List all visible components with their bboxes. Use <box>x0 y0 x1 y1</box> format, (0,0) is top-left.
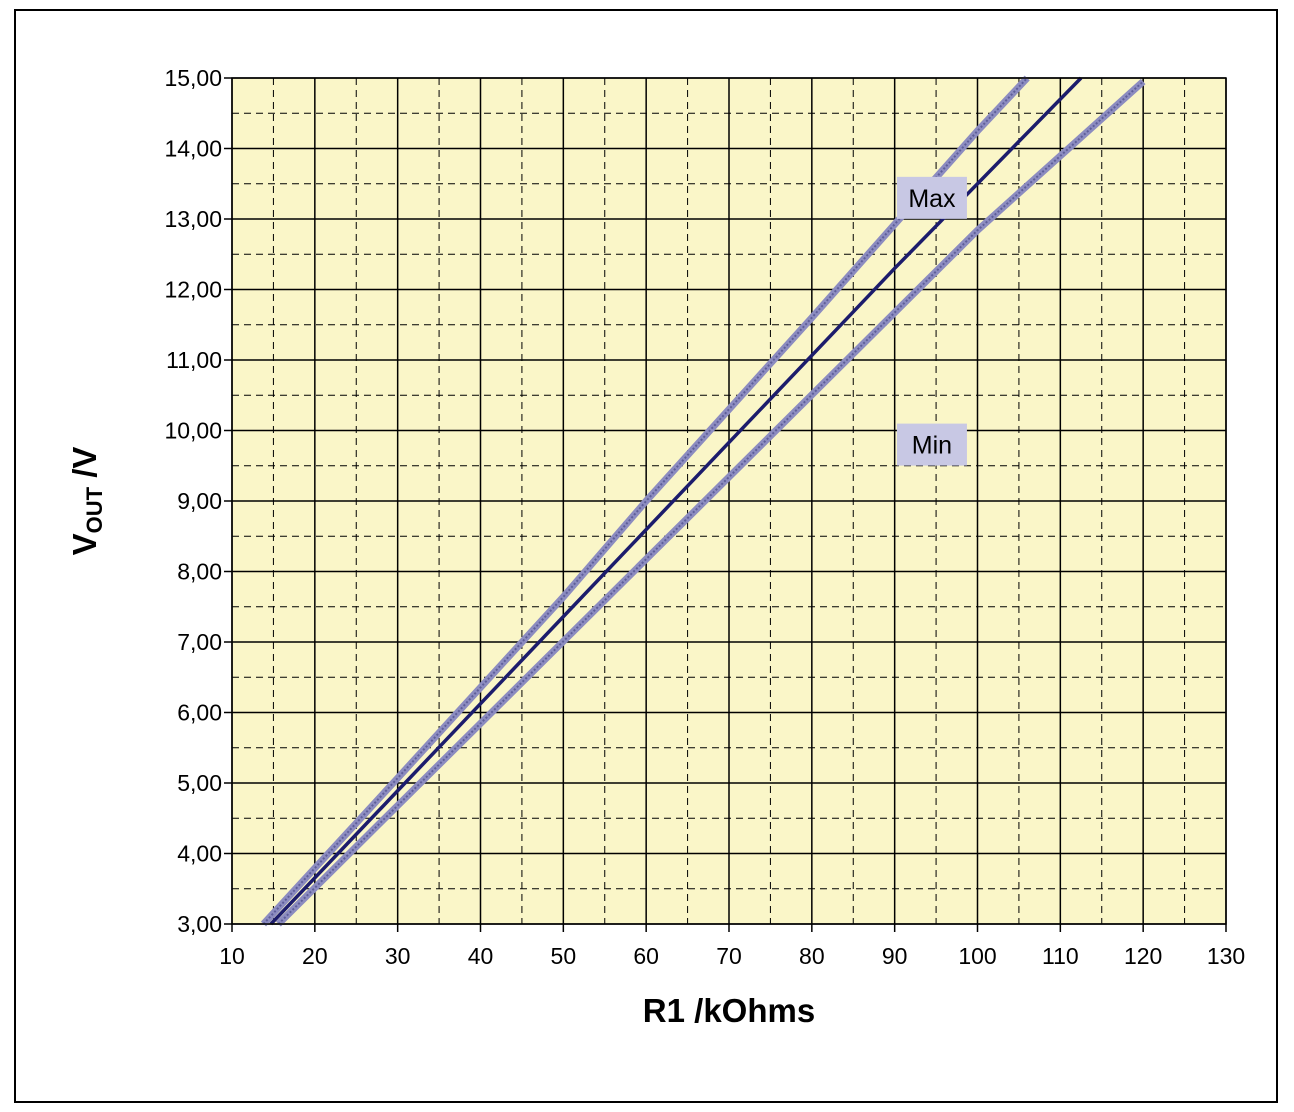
y-tick-label: 13,00 <box>164 206 222 232</box>
y-tick-label: 6,00 <box>177 700 222 726</box>
series-line-typ <box>269 76 1083 926</box>
x-tick-label: 50 <box>551 943 577 969</box>
y-tick-label: 7,00 <box>177 629 222 655</box>
x-tick-label: 100 <box>958 943 996 969</box>
x-tick-label: 30 <box>385 943 411 969</box>
y-tick-label: 5,00 <box>177 770 222 796</box>
y-tick-label: 10,00 <box>164 418 222 444</box>
y-axis-title-subscript: OUT <box>82 486 107 533</box>
x-tick-label: 130 <box>1207 943 1245 969</box>
y-tick-label: 4,00 <box>177 841 222 867</box>
y-tick-label: 8,00 <box>177 559 222 585</box>
annotation-label-max: Max <box>908 185 956 213</box>
y-axis-title-main: V <box>66 533 103 555</box>
annotation-box <box>896 176 967 219</box>
x-tick-label: 110 <box>1042 943 1079 969</box>
annotation-label-min: Min <box>912 432 952 460</box>
x-tick-label: 60 <box>633 943 659 969</box>
y-axis-title-unit: /V <box>66 447 103 487</box>
y-tick-label: 15,00 <box>164 65 222 91</box>
series-line-min-texture <box>277 80 1144 925</box>
x-tick-label: 10 <box>219 943 245 969</box>
y-tick-label: 3,00 <box>177 911 222 937</box>
x-axis-ticks: 10 20 30 40 50 60 70 80 90 100 110 120 130 <box>219 924 1245 969</box>
series-layer <box>260 75 1146 927</box>
y-tick-label: 14,00 <box>164 136 222 162</box>
x-tick-label: 70 <box>716 943 742 969</box>
x-tick-label: 20 <box>302 943 328 969</box>
y-tick-label: 12,00 <box>164 277 222 303</box>
x-tick-label: 90 <box>882 943 908 969</box>
x-tick-label: 120 <box>1124 943 1162 969</box>
x-tick-label: 40 <box>468 943 494 969</box>
y-axis-title: VOUT /V <box>66 447 107 556</box>
annotations: Max Min <box>896 176 967 466</box>
x-tick-label: 80 <box>799 943 825 969</box>
y-tick-label: 9,00 <box>177 488 222 514</box>
y-tick-label: 11,00 <box>166 347 222 373</box>
series-line-max <box>260 75 1030 927</box>
x-axis-title: R1 /kOhms <box>643 992 815 1029</box>
annotation-box <box>896 423 967 466</box>
y-axis-ticks: 3,00 4,00 5,00 6,00 7,00 8,00 9,00 10,00 11,00 12… <box>164 65 232 937</box>
